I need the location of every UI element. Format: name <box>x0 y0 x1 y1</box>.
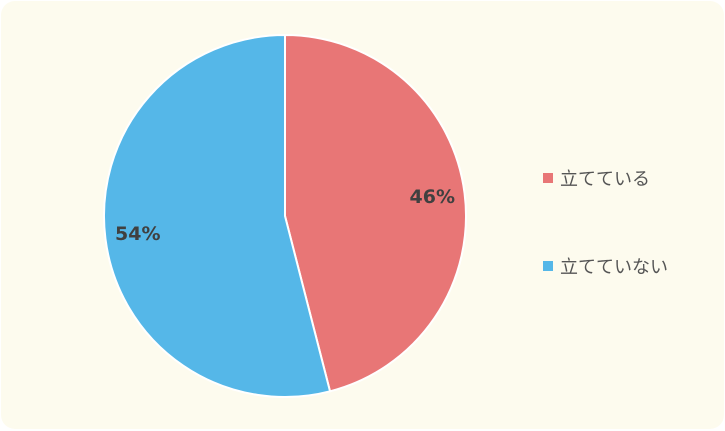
legend-item-series-0: 立てている <box>543 165 650 191</box>
legend-label-series-1: 立てていない <box>560 257 668 278</box>
pie-slice-label-series-0: 46% <box>410 186 455 208</box>
legend-label-series-0: 立てている <box>560 169 650 190</box>
legend-swatch-series-0 <box>543 173 553 183</box>
legend-item-series-1: 立てていない <box>543 253 668 279</box>
pie-slice-label-series-1: 54% <box>115 223 160 245</box>
legend-swatch-series-1 <box>543 261 553 271</box>
pie-slice-series-0 <box>284 33 467 393</box>
pie-slice-series-1 <box>103 33 332 398</box>
